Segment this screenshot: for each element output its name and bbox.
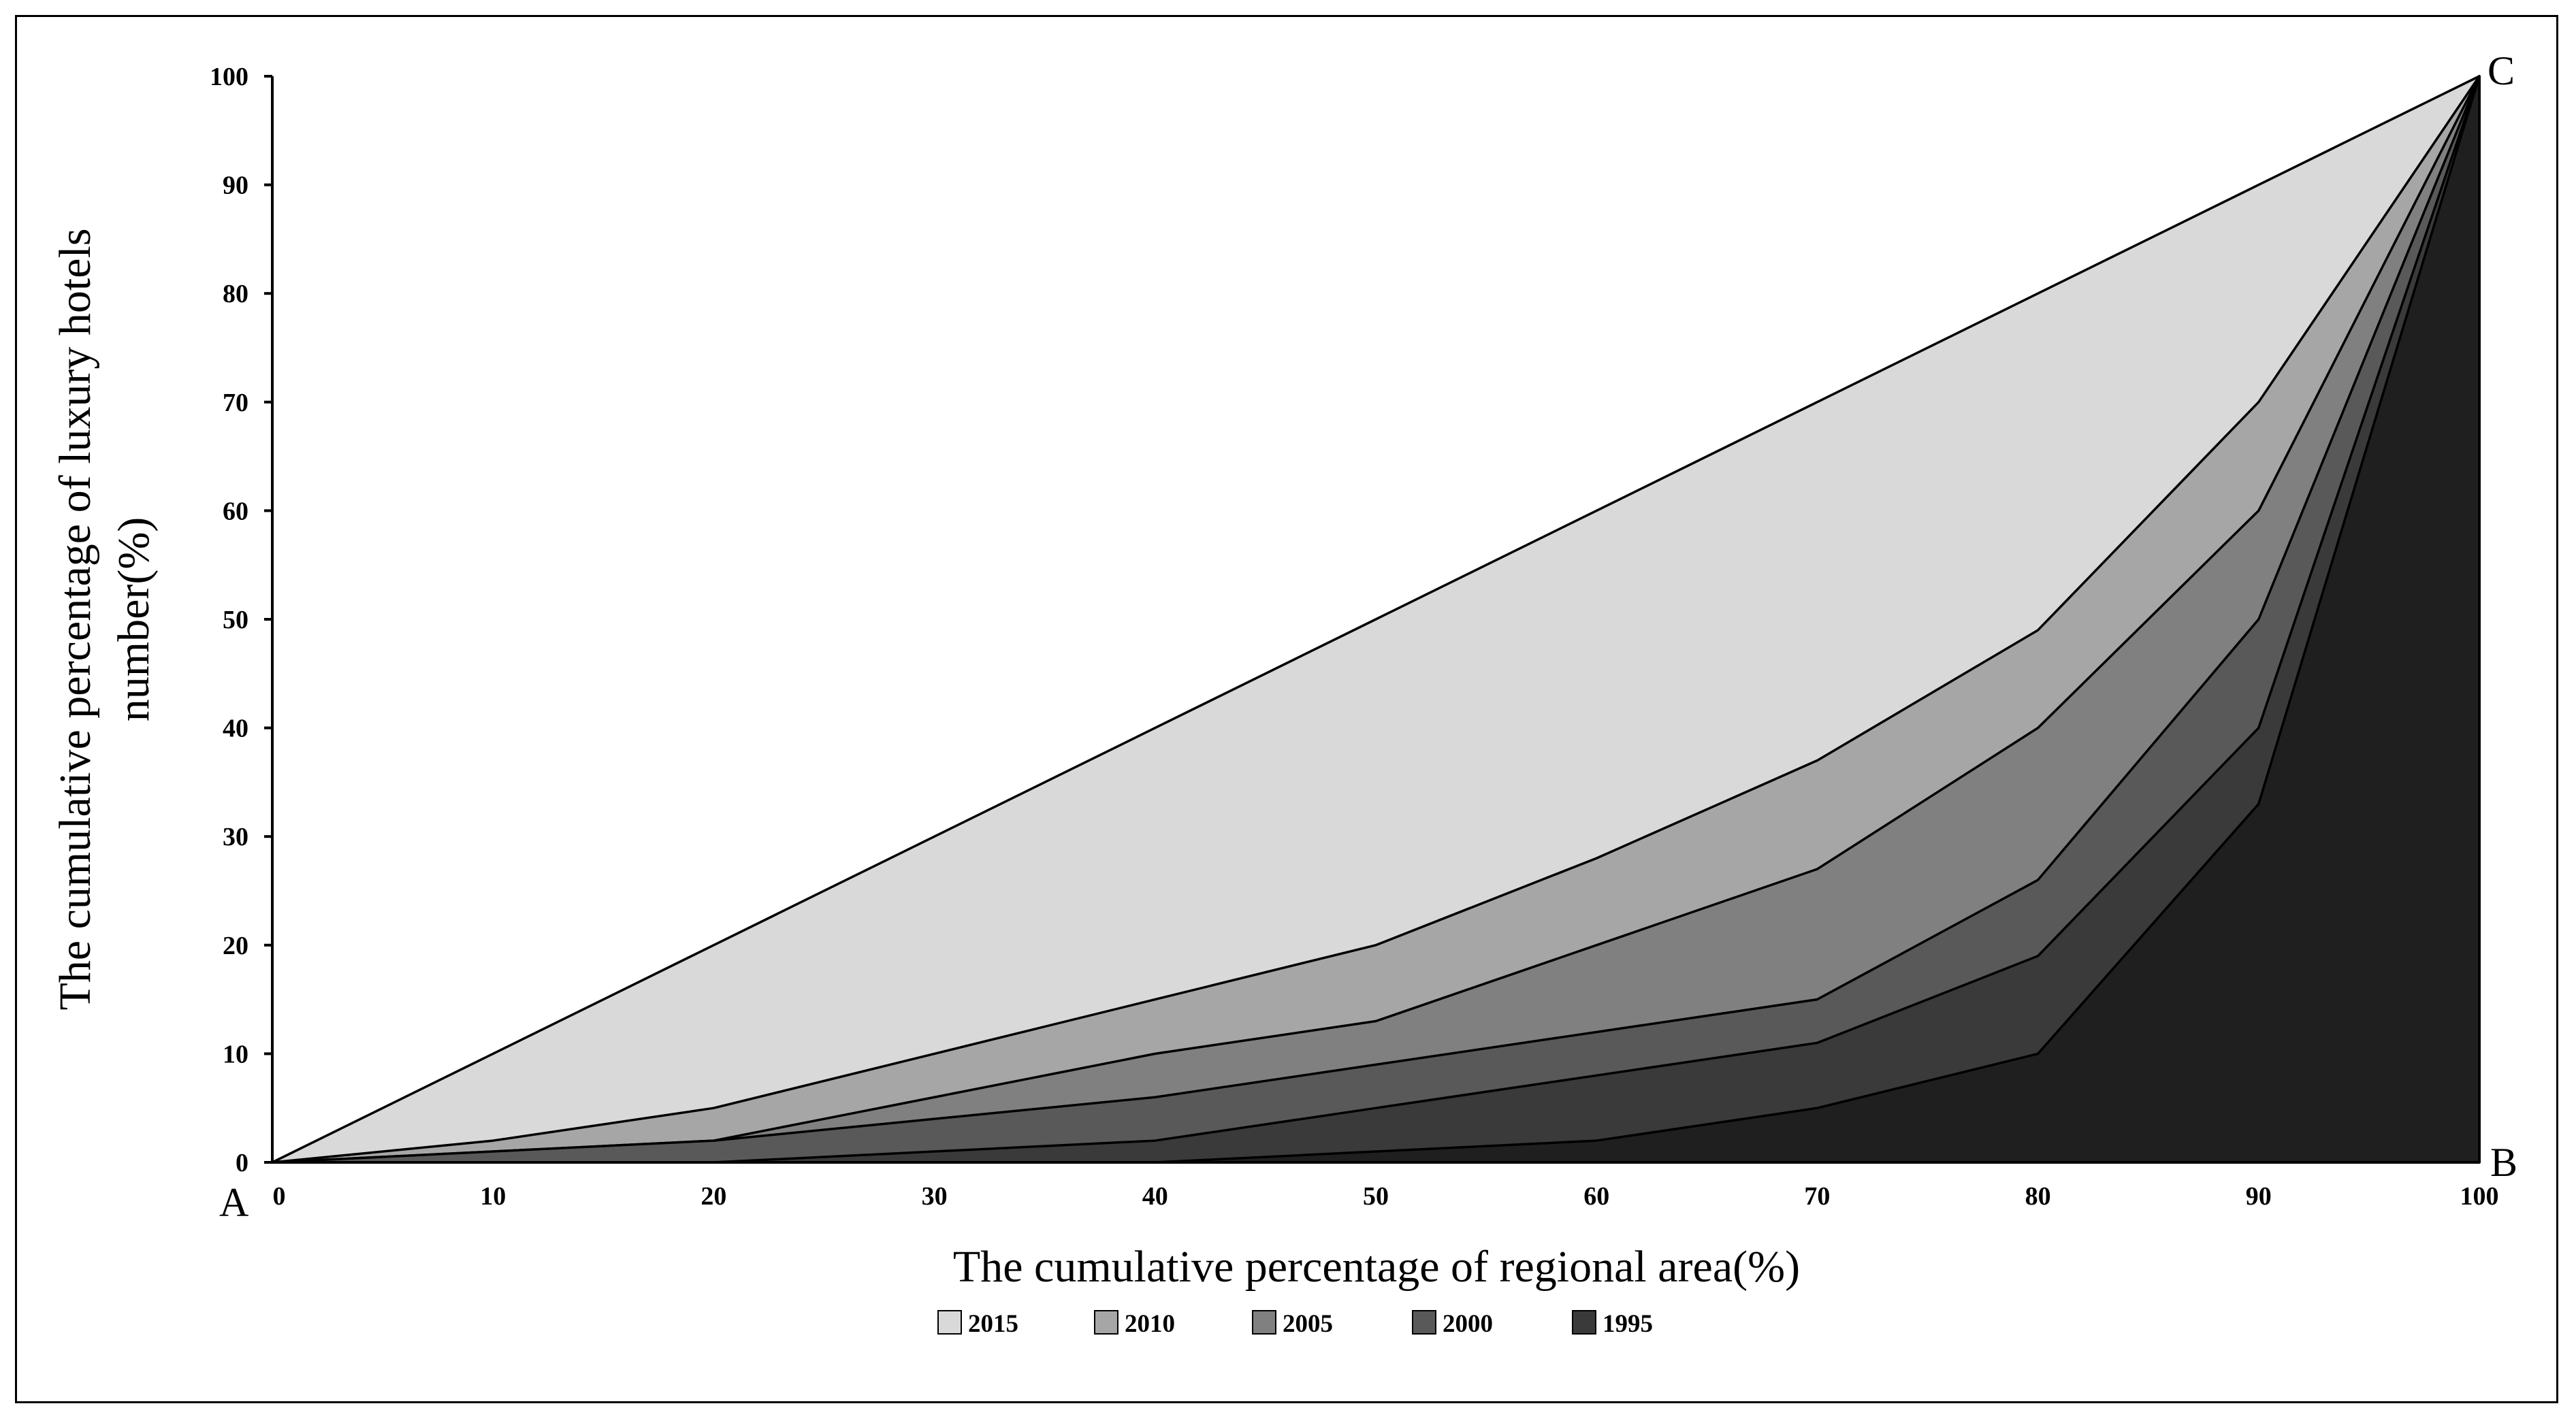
legend-swatch-1995	[1572, 1310, 1596, 1335]
y-tick-label: 20	[223, 932, 248, 960]
legend-label-2000: 2000	[1443, 1310, 1493, 1338]
legend-swatch-2015	[937, 1310, 962, 1335]
corner-label-b: B	[2490, 1140, 2517, 1185]
x-tick-label: 50	[1363, 1182, 1389, 1211]
y-axis-title-line-1: The cumulative percentage of luxury hote…	[50, 228, 100, 1010]
x-tick-label: 20	[701, 1182, 726, 1211]
y-tick-label: 30	[223, 823, 248, 851]
x-tick-label: 10	[480, 1182, 506, 1211]
legend-label-2005: 2005	[1283, 1310, 1333, 1338]
y-tick-label: 80	[223, 280, 248, 308]
y-tick-label: 10	[223, 1040, 248, 1068]
x-tick-label: 70	[1804, 1182, 1830, 1211]
x-tick-label: 60	[1583, 1182, 1609, 1211]
legend-label-2010: 2010	[1125, 1310, 1175, 1338]
x-tick-label: 0	[273, 1182, 286, 1211]
y-axis-title: The cumulative percentage of luxury hote…	[50, 228, 159, 1010]
y-axis-title-line-2: number(%)	[109, 517, 159, 722]
y-tick-label: 60	[223, 497, 248, 525]
legend-swatch-2000	[1412, 1310, 1436, 1335]
area-layer	[271, 75, 2481, 1164]
corner-label-a: A	[219, 1180, 248, 1225]
y-tick-label: 90	[223, 171, 248, 200]
y-tick-label: 0	[236, 1149, 248, 1177]
x-tick-label: 80	[2025, 1182, 2051, 1211]
y-tick-label: 50	[223, 606, 248, 634]
y-tick-label: 100	[210, 63, 248, 91]
legend-label-1995: 1995	[1603, 1310, 1653, 1338]
x-tick-label: 90	[2246, 1182, 2272, 1211]
x-tick-label: 100	[2460, 1182, 2499, 1211]
legend: 2015 2010 2005 2000 1995	[937, 1310, 1653, 1338]
legend-label-2015: 2015	[968, 1310, 1018, 1338]
legend-swatch-2005	[1252, 1310, 1276, 1335]
corner-label-c: C	[2488, 48, 2515, 93]
x-tick-label: 30	[922, 1182, 948, 1211]
legend-swatch-2010	[1094, 1310, 1118, 1335]
x-tick-label: 40	[1142, 1182, 1168, 1211]
tick-layer: 0 10 20 30 40 50 60 70 80 90 100 0 10 20 30 40 50 60 70 80 9…	[210, 63, 2499, 1211]
y-tick-label: 70	[223, 389, 248, 417]
y-tick-label: 40	[223, 715, 248, 743]
x-axis-title: The cumulative percentage of regional ar…	[953, 1242, 1800, 1292]
